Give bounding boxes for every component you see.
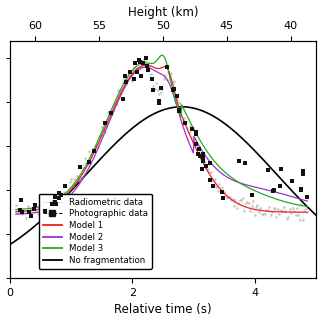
Point [43, 208, 48, 213]
Point [204, 163, 209, 168]
Point [86, 159, 91, 164]
Point [149, 77, 155, 82]
Point [271, 189, 276, 194]
Point [193, 130, 198, 135]
Point [182, 120, 187, 126]
Point [134, 70, 139, 75]
Point [124, 80, 129, 85]
Point [92, 149, 97, 154]
Point [54, 201, 59, 206]
Point [157, 101, 162, 106]
Point [128, 69, 133, 74]
Point [29, 214, 34, 219]
Point [208, 178, 213, 183]
Point [200, 166, 205, 172]
Point [219, 190, 224, 195]
Point [272, 187, 277, 193]
Point [156, 99, 162, 104]
Point [19, 198, 24, 203]
Point [57, 195, 62, 200]
Point [49, 201, 54, 206]
Point [176, 107, 181, 112]
Point [56, 190, 62, 195]
Point [177, 108, 182, 113]
Point [32, 206, 37, 212]
Point [189, 127, 194, 132]
Legend: Radiometric data, Photographic data, Model 1, Model 2, Model 3, No fragmentation: Radiometric data, Photographic data, Mod… [39, 194, 152, 269]
Point [140, 61, 146, 66]
Point [145, 67, 150, 72]
Point [221, 195, 226, 200]
X-axis label: Relative time (s): Relative time (s) [114, 303, 212, 317]
Point [62, 184, 67, 189]
Point [143, 55, 148, 60]
Point [151, 88, 156, 93]
Point [210, 184, 215, 189]
Point [132, 60, 137, 65]
Point [265, 167, 270, 172]
Point [109, 110, 114, 115]
Point [243, 160, 248, 166]
Point [33, 202, 38, 207]
Point [136, 58, 141, 63]
Point [19, 210, 24, 215]
X-axis label: Height (km): Height (km) [128, 5, 198, 19]
Point [58, 192, 63, 197]
Point [193, 131, 198, 137]
Point [193, 142, 198, 147]
Point [174, 94, 179, 99]
Point [198, 153, 203, 158]
Point [172, 86, 177, 91]
Point [200, 155, 205, 160]
Point [138, 73, 143, 79]
Point [170, 88, 175, 93]
Point [122, 74, 128, 79]
Point [196, 147, 201, 152]
Point [196, 151, 201, 156]
Point [298, 186, 304, 191]
Point [207, 160, 213, 165]
Point [165, 64, 170, 70]
Point [300, 169, 306, 174]
Point [236, 158, 242, 164]
Point [52, 194, 58, 199]
Point [201, 158, 206, 164]
Point [289, 179, 295, 184]
Point [53, 199, 58, 204]
Point [278, 167, 283, 172]
Point [158, 85, 164, 90]
Point [103, 120, 108, 125]
Point [304, 194, 309, 199]
Point [201, 151, 206, 156]
Point [131, 76, 136, 81]
Point [144, 63, 149, 69]
Point [298, 187, 303, 192]
Point [78, 165, 83, 170]
Point [121, 96, 126, 101]
Point [250, 193, 255, 198]
Point [278, 183, 283, 188]
Point [301, 172, 306, 177]
Point [137, 60, 143, 65]
Point [26, 209, 32, 214]
Point [17, 208, 23, 213]
